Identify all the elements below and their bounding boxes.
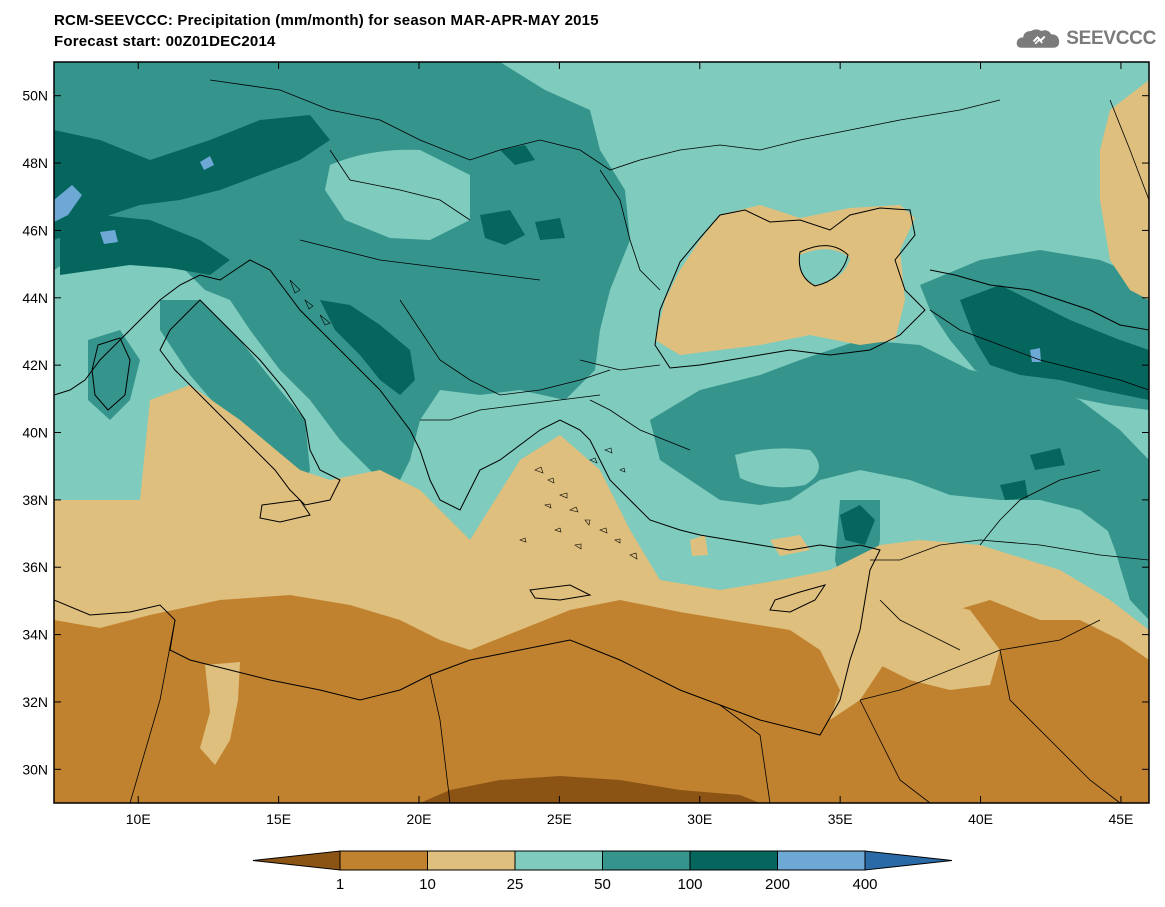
field-anatolia-inner-25-50 bbox=[735, 448, 819, 488]
lon-tick-label: 40E bbox=[968, 811, 993, 827]
colorbar-label: 10 bbox=[419, 876, 436, 893]
field-alps-south-100-200 bbox=[60, 215, 230, 275]
lon-tick-label: 10E bbox=[126, 811, 151, 827]
field-turkey-spot2-100-200 bbox=[1030, 448, 1065, 470]
lon-tick-label: 35E bbox=[828, 811, 853, 827]
latitude-axis: 30N 32N 34N 36N 38N 40N 42N 44N 46N 48N 50N bbox=[22, 88, 1149, 777]
colorbar-segment bbox=[777, 850, 866, 871]
colorbar-segment bbox=[689, 850, 778, 871]
colorbar-underflow-triangle bbox=[252, 850, 341, 871]
colorbar-label: 400 bbox=[852, 876, 877, 893]
coastlines bbox=[54, 207, 1149, 736]
lat-tick-label: 42N bbox=[22, 357, 48, 373]
lon-tick-label: 20E bbox=[407, 811, 432, 827]
map-title: RCM-SEEVCCC: Precipitation (mm/month) fo… bbox=[54, 12, 599, 29]
forecast-start: Forecast start: 00Z01DEC2014 bbox=[54, 33, 276, 50]
colorbar-segment bbox=[602, 850, 691, 871]
colorbar-label: 50 bbox=[594, 876, 611, 893]
field-poland-100-200 bbox=[500, 145, 535, 165]
field-ukraine-east-10-25 bbox=[1100, 80, 1149, 300]
field-turkey-spot4-10-25 bbox=[770, 535, 810, 556]
field-libya-cutout-10-25 bbox=[200, 662, 240, 765]
colorbar-segment bbox=[339, 850, 428, 871]
field-austria-spot-200-400 bbox=[200, 156, 214, 170]
logo-text: SEEVCCC bbox=[1066, 28, 1156, 49]
borders bbox=[129, 79, 1149, 803]
greek-islands bbox=[289, 279, 638, 560]
field-egypt-lt1 bbox=[420, 776, 760, 803]
field-crimea-25-50 bbox=[799, 249, 850, 285]
lat-tick-label: 32N bbox=[22, 694, 48, 710]
field-carpathians-east-100-200 bbox=[535, 218, 565, 240]
field-caucasus-spot-200-400 bbox=[1030, 348, 1041, 362]
lon-tick-label: 15E bbox=[266, 811, 291, 827]
field-alps-spot-200-400 bbox=[54, 185, 82, 222]
lon-tick-label: 45E bbox=[1108, 811, 1133, 827]
field-turkey-spot-10-25 bbox=[690, 535, 708, 556]
field-carpathians-100-200 bbox=[480, 210, 525, 245]
lat-tick-label: 46N bbox=[22, 222, 48, 238]
field-alps-spot2-200-400 bbox=[100, 230, 118, 244]
colorbar-label: 1 bbox=[336, 876, 344, 893]
colorbar-label: 200 bbox=[765, 876, 790, 893]
field-east-turkey-50-100 bbox=[1090, 470, 1149, 620]
colorbar-label: 100 bbox=[677, 876, 702, 893]
lat-tick-label: 40N bbox=[22, 425, 48, 441]
colorbar-overflow-triangle bbox=[864, 850, 953, 871]
lon-tick-label: 25E bbox=[547, 811, 572, 827]
precipitation-field bbox=[54, 62, 1149, 803]
lat-tick-label: 30N bbox=[22, 761, 48, 777]
lat-tick-label: 48N bbox=[22, 155, 48, 171]
lon-tick-label: 30E bbox=[687, 811, 712, 827]
field-black-sea-10-25 bbox=[655, 205, 915, 355]
field-syria-cutout-10-25 bbox=[880, 600, 1000, 690]
lat-tick-label: 44N bbox=[22, 290, 48, 306]
field-sahara-1-10 bbox=[54, 595, 1149, 803]
lat-tick-label: 36N bbox=[22, 559, 48, 575]
colorbar: 1 10 25 50 100 200 400 bbox=[252, 850, 953, 893]
colorbar-segment bbox=[427, 850, 516, 871]
longitude-axis: 10E 15E 20E 25E 30E 35E 40E 45E bbox=[126, 62, 1133, 827]
lat-tick-label: 38N bbox=[22, 492, 48, 508]
field-georgia-100-200 bbox=[960, 285, 1149, 400]
field-anatolia-50-100 bbox=[650, 340, 1149, 560]
lat-tick-label: 34N bbox=[22, 627, 48, 643]
field-turkey-spot3-100-200 bbox=[1000, 480, 1028, 500]
cloud-icon bbox=[1016, 29, 1060, 48]
colorbar-segment bbox=[514, 850, 603, 871]
field-dinaric-100-200 bbox=[320, 300, 415, 395]
seevccc-logo: SEEVCCC bbox=[1016, 24, 1156, 54]
field-turkey-spot1-100-200 bbox=[840, 505, 875, 545]
lat-tick-label: 50N bbox=[22, 88, 48, 104]
colorbar-label: 25 bbox=[507, 876, 524, 893]
field-hungary-cutout-25-50 bbox=[325, 149, 470, 240]
field-alps-north-100-200 bbox=[54, 115, 330, 240]
